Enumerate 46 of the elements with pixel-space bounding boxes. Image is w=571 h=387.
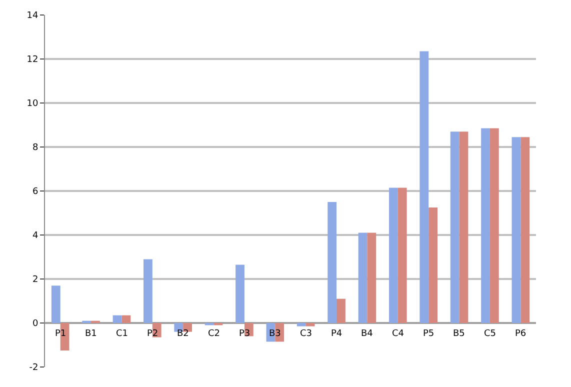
bar: [122, 315, 131, 323]
y-tick-label: 0: [32, 319, 38, 330]
bar: [236, 264, 244, 323]
y-tick-label: 10: [26, 99, 38, 110]
x-tick-label: B1: [85, 329, 97, 339]
bar: [428, 208, 438, 323]
x-tick-label: P1: [55, 329, 66, 339]
bar: [358, 232, 368, 323]
bar: [296, 323, 306, 326]
bar: [459, 132, 468, 323]
x-tick-label: C4: [392, 329, 404, 339]
x-tick-label: P6: [515, 329, 526, 339]
bar: [389, 188, 398, 323]
y-tick-label: 12: [26, 55, 38, 66]
bar: [144, 259, 152, 323]
bar: [336, 298, 346, 323]
bar: [520, 137, 530, 323]
x-tick-label: P2: [147, 329, 158, 339]
y-tick-label: 8: [32, 143, 38, 154]
x-tick-label: C3: [300, 329, 312, 339]
bar: [450, 132, 460, 323]
bar: [328, 202, 337, 323]
x-tick-label: B4: [361, 329, 374, 339]
bar: [51, 286, 60, 323]
bar: [398, 188, 407, 323]
y-tick-label: 6: [32, 187, 38, 198]
bar: [512, 137, 521, 323]
bar: [481, 128, 490, 323]
bar: [367, 232, 376, 323]
x-tick-label: C2: [208, 329, 220, 339]
x-tick-label: C5: [484, 329, 496, 339]
x-tick-label: B5: [453, 329, 465, 339]
y-tick-label: 14: [26, 11, 38, 22]
bar: [306, 323, 315, 326]
x-tick-label: P5: [423, 329, 434, 339]
bar: [490, 128, 499, 323]
bar: [112, 315, 122, 323]
x-tick-label: B3: [269, 329, 281, 339]
bar: [420, 51, 429, 323]
y-tick-label: 4: [32, 231, 38, 242]
x-tick-label: C1: [116, 329, 128, 339]
x-tick-label: B2: [177, 329, 189, 339]
y-tick-label: -2: [29, 363, 38, 374]
y-tick-label: 2: [32, 275, 38, 286]
x-tick-label: P3: [239, 329, 250, 339]
x-tick-label: P4: [331, 329, 342, 339]
